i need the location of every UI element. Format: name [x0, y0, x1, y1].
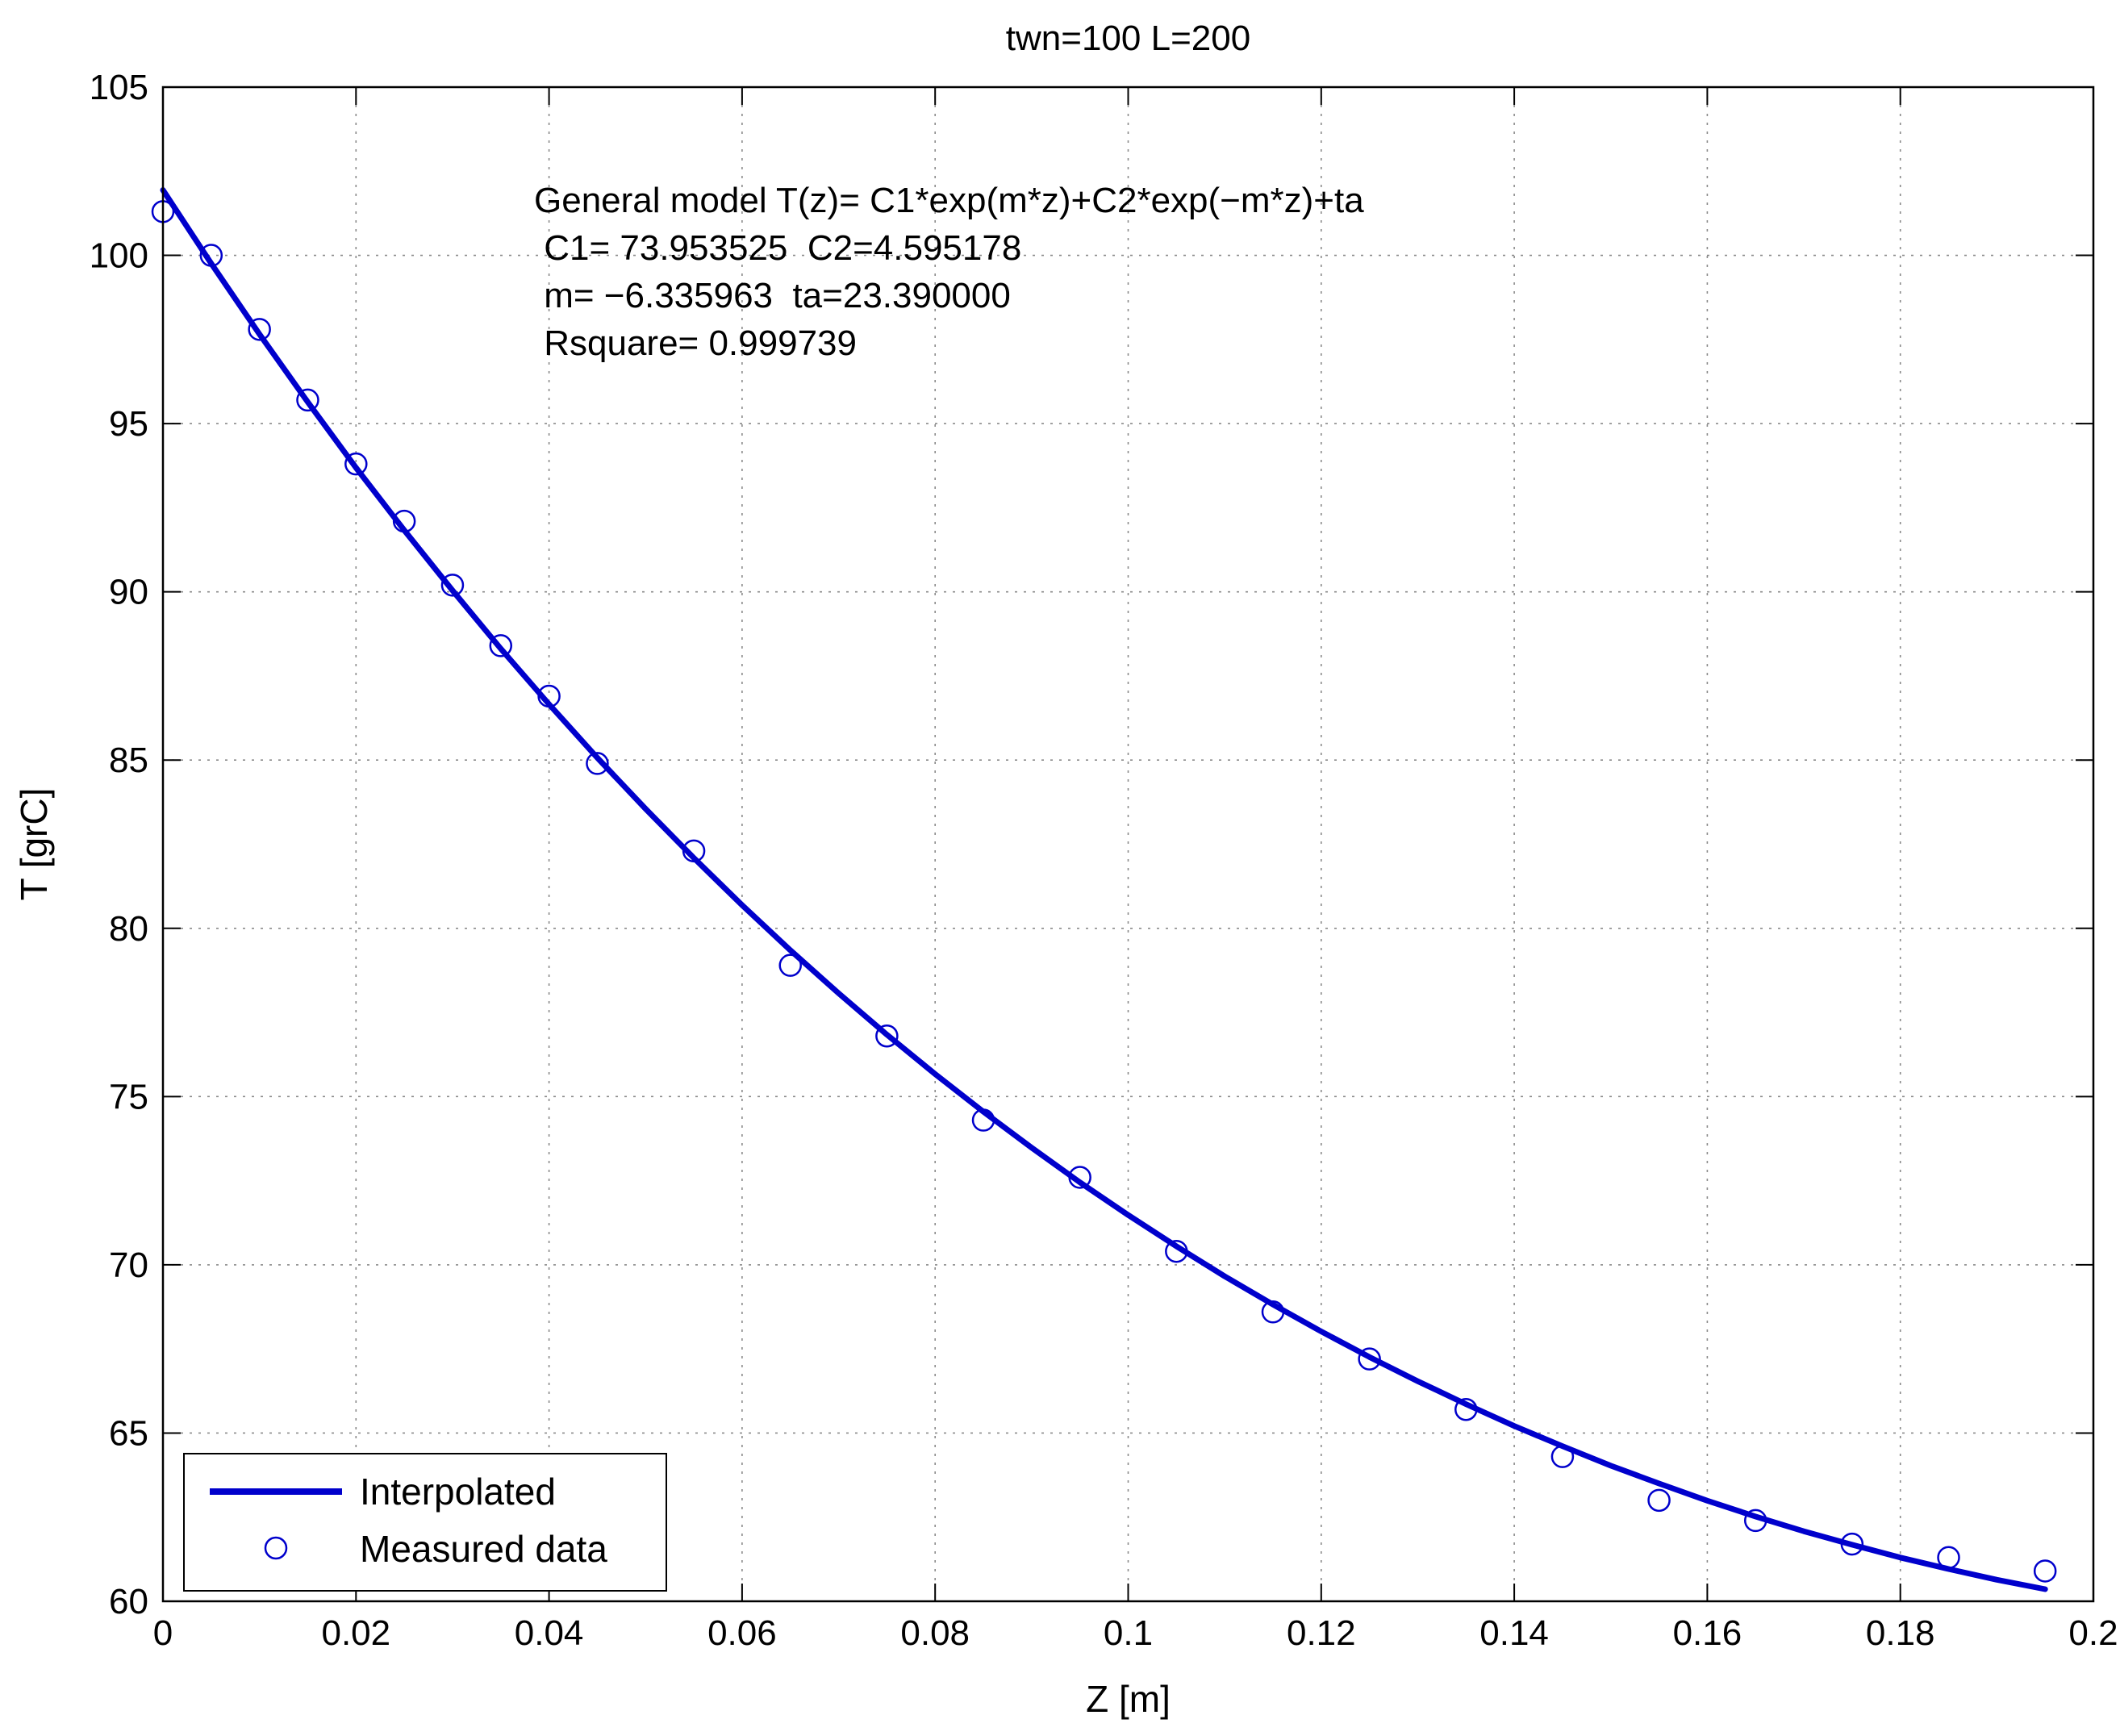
x-tick-label: 0.08 [900, 1613, 970, 1653]
legend: Interpolated Measured data [183, 1453, 667, 1592]
annotation-line: Rsquare= 0.999739 [534, 323, 857, 363]
measured-data-point [1261, 1300, 1285, 1324]
y-tick-label: 105 [90, 68, 148, 107]
measured-data-point [1743, 1509, 1767, 1533]
measured-data-point [1165, 1239, 1188, 1263]
y-tick-label: 95 [109, 404, 148, 444]
x-tick-label: 0.1 [1104, 1613, 1153, 1653]
measured-data-point [489, 634, 513, 657]
y-tick-label: 90 [109, 573, 148, 612]
x-axis-title: Z [m] [1086, 1678, 1171, 1720]
measured-data-point [778, 954, 802, 977]
y-tick-label: 65 [109, 1413, 148, 1453]
y-tick-label: 75 [109, 1077, 148, 1116]
measured-data-point [1068, 1166, 1091, 1189]
y-tick-label: 80 [109, 909, 148, 949]
measured-data-point [875, 1024, 899, 1048]
x-tick-label: 0 [153, 1613, 173, 1653]
y-tick-label: 60 [109, 1582, 148, 1621]
annotation-line: General model T(z)= C1*exp(m*z)+C2*exp(−… [534, 181, 1364, 220]
x-tick-label: 0.12 [1287, 1613, 1356, 1653]
model-annotation: General model T(z)= C1*exp(m*z)+C2*exp(−… [534, 181, 1364, 363]
measured-data-point [971, 1108, 995, 1132]
interpolated-line [160, 187, 2048, 1592]
x-tick-label: 0.04 [515, 1613, 584, 1653]
chart-title: twn=100 L=200 [1006, 19, 1250, 58]
measured-data-point [586, 752, 609, 775]
legend-label: Measured data [360, 1528, 607, 1570]
measured-data-point [344, 452, 368, 476]
measured-data-point [1454, 1397, 1478, 1421]
y-axis-title: T [grC] [13, 788, 55, 901]
measured-data-point [1840, 1532, 1864, 1556]
measured-data-point [392, 509, 416, 533]
y-tick-label: 85 [109, 741, 148, 780]
x-tick-label: 0.18 [1866, 1613, 1935, 1653]
legend-label: Interpolated [360, 1471, 556, 1513]
x-tick-label: 0.02 [321, 1613, 390, 1653]
x-tick-label: 0.14 [1479, 1613, 1549, 1653]
x-tick-label: 0.06 [707, 1613, 777, 1653]
x-tick-label: 0.2 [2068, 1613, 2118, 1653]
series-layer [151, 187, 2057, 1592]
measured-data-point [1550, 1445, 1575, 1468]
axis-ticks: 0 0.02 0.04 0.06 0.08 0.1 0.12 0.14 0.16 0.18 0.2 6… [90, 68, 2118, 1653]
annotation-line: C1= 73.953525 C2=4.595178 [534, 228, 1021, 268]
measured-data-point [1937, 1546, 1960, 1570]
measured-data-point [1358, 1347, 1381, 1371]
legend-box [183, 1453, 667, 1592]
measured-data-point [248, 318, 271, 341]
measured-data-point [440, 574, 465, 597]
measured-data-point [199, 244, 223, 267]
y-tick-label: 70 [109, 1246, 148, 1285]
measured-data-point [2033, 1559, 2057, 1583]
legend-marker-swatch [264, 1536, 288, 1560]
measured-data-point [296, 388, 319, 412]
measured-data-point [537, 684, 561, 708]
y-tick-label: 100 [90, 236, 148, 276]
x-tick-label: 0.16 [1673, 1613, 1742, 1653]
measured-data-point [1647, 1488, 1671, 1513]
measured-data-point [682, 839, 706, 863]
annotation-line: m= −6.335963 ta=23.390000 [534, 276, 1011, 315]
